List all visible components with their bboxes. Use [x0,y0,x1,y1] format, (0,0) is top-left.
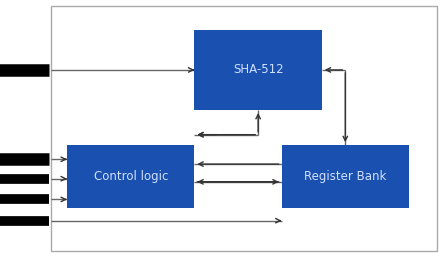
Bar [282,145,409,208]
Bar [51,6,437,251]
Text: SHA-512: SHA-512 [233,63,283,76]
Text: Register Bank: Register Bank [304,170,387,183]
Text: Control logic: Control logic [93,170,168,183]
Bar [194,30,322,110]
Bar [67,145,194,208]
